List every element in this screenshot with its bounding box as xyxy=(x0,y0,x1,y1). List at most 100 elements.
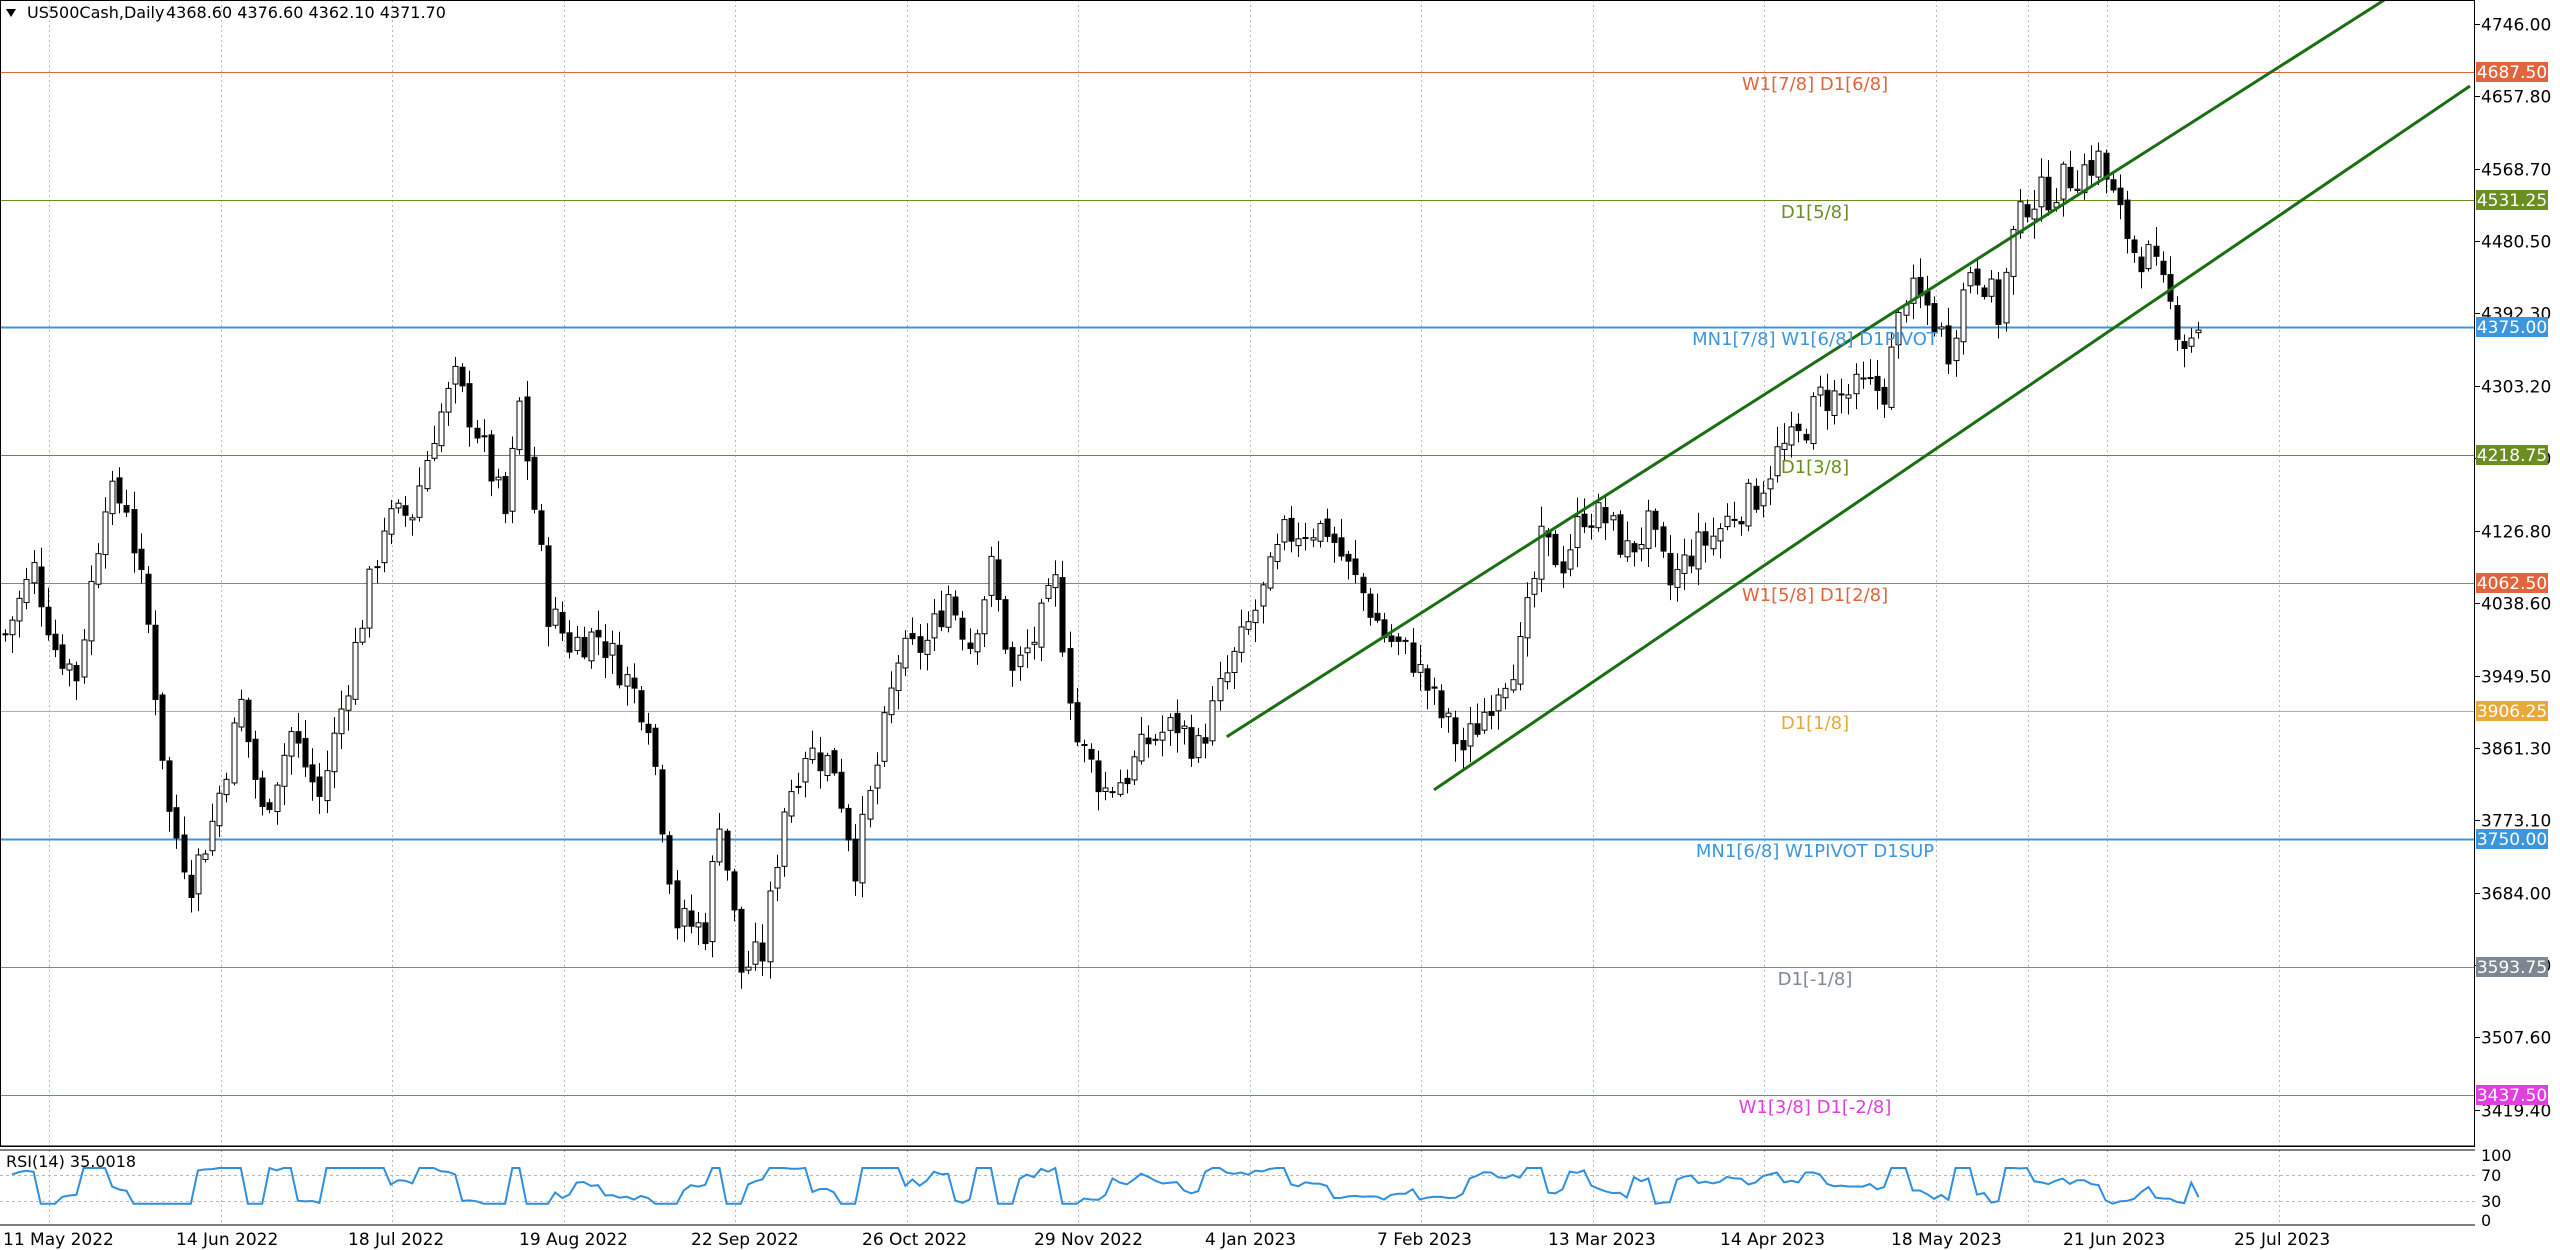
candle-body xyxy=(1024,647,1031,654)
candle-body xyxy=(945,594,952,628)
price-axis-label[interactable]: 3507.60 xyxy=(2481,1029,2551,1049)
price-tag-label: 3437.50 xyxy=(2477,1086,2547,1106)
candle-body xyxy=(2060,163,2067,200)
candle-body xyxy=(774,867,781,889)
price-axis-label[interactable]: 4038.60 xyxy=(2481,595,2551,615)
price-tag-label: 4375.00 xyxy=(2477,318,2547,338)
candle-body xyxy=(166,760,173,812)
candle-body xyxy=(259,777,266,807)
candle-body xyxy=(266,802,273,811)
time-axis-label[interactable]: 13 Mar 2023 xyxy=(1548,1230,1656,1250)
time-axis-label[interactable]: 11 May 2022 xyxy=(3,1230,114,1250)
price-axis-label[interactable]: 4480.50 xyxy=(2481,233,2551,253)
candle-body xyxy=(1345,553,1352,562)
time-axis-label[interactable]: 29 Nov 2022 xyxy=(1034,1230,1143,1250)
rsi-axis-label: 100 xyxy=(2481,1146,2512,1165)
time-axis-label[interactable]: 21 Jun 2023 xyxy=(2063,1230,2165,1250)
time-axis[interactable]: 11 May 2022 14 Jun 2022 18 Jul 2022 19 Aug … xyxy=(3,1230,2330,1250)
dropdown-triangle-icon[interactable] xyxy=(6,9,16,17)
candle-body xyxy=(388,508,395,535)
time-axis-label[interactable]: 4 Jan 2023 xyxy=(1205,1230,1296,1250)
candle-body xyxy=(409,517,416,521)
candle-body xyxy=(416,485,423,518)
candle-body xyxy=(138,548,145,571)
candle-body xyxy=(574,636,581,651)
price-axis-label[interactable]: 3949.50 xyxy=(2481,668,2551,688)
candle-body xyxy=(559,612,566,634)
candle-body xyxy=(1452,717,1459,745)
candle-body xyxy=(974,633,981,653)
candle-body xyxy=(1517,636,1524,685)
price-tag-label: 4218.75 xyxy=(2477,446,2547,466)
time-axis-label[interactable]: 14 Apr 2023 xyxy=(1720,1230,1825,1250)
candle-body xyxy=(1795,423,1802,432)
time-axis-label[interactable]: 26 Oct 2022 xyxy=(862,1230,967,1250)
candle-body xyxy=(1888,346,1895,408)
price-axis-label[interactable]: 3773.10 xyxy=(2481,812,2551,832)
candle-body xyxy=(438,411,445,447)
candle-body xyxy=(1853,373,1860,395)
candle-body xyxy=(566,632,573,653)
candle-body xyxy=(2088,160,2095,176)
candle-body xyxy=(338,708,345,735)
candle-body xyxy=(581,636,588,658)
candle-body xyxy=(1302,537,1309,540)
candle-body xyxy=(1831,390,1838,416)
time-axis-label[interactable]: 7 Feb 2023 xyxy=(1377,1230,1472,1250)
candle-body xyxy=(516,400,523,451)
price-axis-label[interactable]: 3861.30 xyxy=(2481,740,2551,760)
candle-body xyxy=(1174,712,1181,734)
candle-body xyxy=(895,662,902,691)
level-label: MN1[6/8] W1PIVOT D1SUP xyxy=(1696,841,1934,862)
candle-body xyxy=(1817,386,1824,396)
candle-body xyxy=(2124,199,2131,239)
price-tag xyxy=(2476,957,2548,977)
candle-body xyxy=(402,505,409,516)
candle-body xyxy=(1017,654,1024,668)
candle-body xyxy=(888,687,895,716)
candle-body xyxy=(674,880,681,929)
price-axis-label[interactable]: 4568.70 xyxy=(2481,161,2551,181)
price-axis-label[interactable]: 4746.00 xyxy=(2481,16,2551,36)
candle-body xyxy=(959,617,966,640)
price-axis-label[interactable]: 4303.20 xyxy=(2481,378,2551,398)
candle-body xyxy=(1610,515,1617,521)
candle-body xyxy=(209,820,216,852)
trend-channel[interactable] xyxy=(1225,0,2471,792)
ohlc-readout: 4368.60 4376.60 4362.10 4371.70 xyxy=(166,3,446,22)
candle-body xyxy=(1138,733,1145,762)
price-axis-label[interactable]: 4126.80 xyxy=(2481,523,2551,543)
candle-body xyxy=(152,624,159,700)
candle-body xyxy=(1624,540,1631,558)
candle-body xyxy=(817,752,824,772)
candle-body xyxy=(981,599,988,635)
price-axis-label[interactable]: 4657.80 xyxy=(2481,88,2551,108)
price-tag xyxy=(2476,445,2548,465)
level-label: D1[3/8] xyxy=(1781,457,1849,478)
candle-body xyxy=(1638,544,1645,550)
candle-body xyxy=(1131,756,1138,781)
price-axis-label[interactable]: 3419.40 xyxy=(2481,1102,2551,1122)
trend-channel-line[interactable] xyxy=(1225,0,2386,738)
time-axis-label[interactable]: 14 Jun 2022 xyxy=(176,1230,278,1250)
time-axis-label[interactable]: 18 Jul 2022 xyxy=(348,1230,444,1250)
time-axis-label[interactable]: 18 May 2023 xyxy=(1891,1230,2002,1250)
time-axis-label[interactable]: 19 Aug 2022 xyxy=(519,1230,628,1250)
candle-body xyxy=(767,890,774,963)
candle-body xyxy=(488,434,495,482)
level-labels: W1[7/8] D1[6/8] D1[5/8] MN1[7/8] W1[6/8] D… xyxy=(1692,74,1939,1118)
trend-channel-line[interactable] xyxy=(1433,84,2471,792)
candle-body xyxy=(1874,375,1881,391)
candle-body xyxy=(2,633,9,636)
price-tag xyxy=(2476,573,2548,593)
candle-body xyxy=(1117,782,1124,795)
time-axis-label[interactable]: 25 Jul 2023 xyxy=(2234,1230,2330,1250)
candle-body xyxy=(595,629,602,638)
candle-body xyxy=(1209,700,1216,742)
price-axis-label[interactable]: 3684.00 xyxy=(2481,885,2551,905)
time-axis-label[interactable]: 22 Sep 2022 xyxy=(691,1230,799,1250)
candle-body xyxy=(216,792,223,827)
candle-body xyxy=(9,619,16,636)
